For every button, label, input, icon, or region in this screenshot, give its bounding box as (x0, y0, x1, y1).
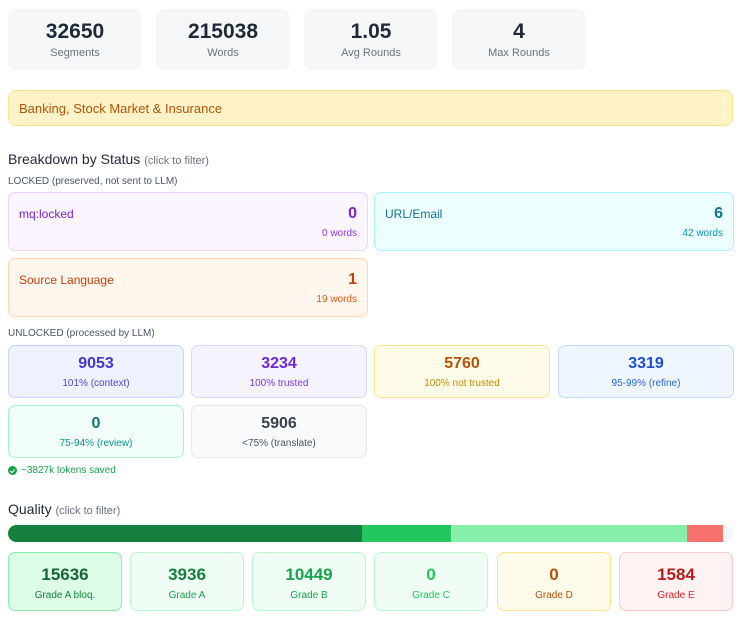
domain-banner: Banking, Stock Market & Insurance (8, 90, 733, 126)
quality-bar-segment[interactable] (361, 525, 451, 542)
breakdown-hint: (click to filter) (144, 155, 209, 167)
stat-value: 215038 (187, 20, 259, 43)
grade-card-label: Grade C (412, 590, 450, 601)
unlocked-card-label: 95-99% (refine) (611, 378, 681, 389)
grade-card-value: 3936 (168, 565, 206, 584)
locked-card-count: 1 (348, 271, 357, 288)
unlocked-card-label: <75% (translate) (242, 438, 316, 449)
grade-card-value: 0 (549, 565, 559, 584)
unlocked-card-value: 3234 (261, 355, 297, 372)
locked-card-name: URL/Email (385, 207, 443, 221)
quality-bar (8, 525, 733, 542)
check-circle-icon (8, 466, 17, 475)
grade-card-label: Grade D (535, 590, 573, 601)
unlocked-card-refine[interactable]: 3319 95-99% (refine) (558, 345, 734, 398)
unlocked-card-label: 100% not trusted (424, 378, 500, 389)
stat-value: 32650 (45, 20, 105, 43)
grade-card-label: Grade A (168, 590, 206, 601)
grade-card-grade-b[interactable]: 10449 Grade B (252, 552, 366, 611)
stat-avg-rounds: 1.05 Avg Rounds (304, 9, 438, 70)
grade-card-label: Grade A bloq. (34, 590, 96, 601)
grade-card-value: 1584 (657, 565, 695, 584)
stat-value: 4 (513, 20, 525, 43)
quality-hint: (click to filter) (55, 505, 121, 517)
unlocked-card-translate[interactable]: 5906 <75% (translate) (191, 405, 367, 458)
tokens-saved: ~3827k tokens saved (8, 465, 116, 476)
locked-group-label: LOCKED (preserved, not sent to LLM) (8, 176, 178, 187)
unlocked-group-label: UNLOCKED (processed by LLM) (8, 328, 155, 339)
stat-value: 1.05 (350, 20, 392, 43)
grade-card-label: Grade B (290, 590, 328, 601)
unlocked-card-label: 100% trusted (249, 378, 309, 389)
unlocked-card-label: 101% (context) (62, 378, 130, 389)
unlocked-card-not-trusted[interactable]: 5760 100% not trusted (374, 345, 550, 398)
stat-segments: 32650 Segments (8, 9, 142, 70)
grade-card-grade-e[interactable]: 1584 Grade E (619, 552, 733, 611)
quality-title: Quality (click to filter) (8, 501, 120, 517)
locked-card-url-email[interactable]: URL/Email 6 42 words (374, 192, 734, 251)
locked-card-mq-locked[interactable]: mq:locked 0 0 words (8, 192, 368, 251)
locked-card-words: 42 words (682, 228, 723, 239)
unlocked-card-review[interactable]: 0 75-94% (review) (8, 405, 184, 458)
unlocked-card-label: 75-94% (review) (59, 438, 133, 449)
unlocked-card-value: 5760 (444, 355, 480, 372)
grade-card-grade-a-bloq[interactable]: 15636 Grade A bloq. (8, 552, 122, 611)
unlocked-card-value: 3319 (628, 355, 664, 372)
grade-card-grade-d[interactable]: 0 Grade D (497, 552, 611, 611)
stat-max-rounds: 4 Max Rounds (452, 9, 586, 70)
unlocked-card-value: 0 (91, 415, 101, 432)
stat-label: Segments (50, 47, 100, 59)
locked-card-source-language[interactable]: Source Language 1 19 words (8, 258, 368, 317)
unlocked-card-trusted[interactable]: 3234 100% trusted (191, 345, 367, 398)
stat-label: Avg Rounds (341, 47, 401, 59)
stat-words: 215038 Words (156, 9, 290, 70)
stats-row: 32650 Segments 215038 Words 1.05 Avg Rou… (8, 9, 586, 70)
grade-card-value: 15636 (41, 565, 89, 584)
locked-card-words: 0 words (321, 228, 357, 239)
unlocked-card-context[interactable]: 9053 101% (context) (8, 345, 184, 398)
grade-card-value: 0 (426, 565, 436, 584)
unlocked-card-value: 5906 (261, 415, 297, 432)
grade-card-value: 10449 (285, 565, 333, 584)
locked-card-count: 6 (714, 205, 723, 222)
stat-label: Max Rounds (488, 47, 550, 59)
grade-card-grade-a[interactable]: 3936 Grade A (130, 552, 244, 611)
locked-card-name: mq:locked (19, 207, 74, 221)
locked-card-name: Source Language (19, 273, 114, 287)
tokens-saved-text: ~3827k tokens saved (21, 465, 116, 476)
quality-bar-segment[interactable] (450, 525, 687, 542)
unlocked-card-value: 9053 (78, 355, 114, 372)
stat-label: Words (207, 47, 239, 59)
locked-card-words: 19 words (316, 294, 357, 305)
quality-bar-segment[interactable] (687, 525, 723, 542)
grade-card-grade-c[interactable]: 0 Grade C (374, 552, 488, 611)
breakdown-title-text: Breakdown by Status (8, 151, 141, 167)
breakdown-title: Breakdown by Status (click to filter) (8, 151, 209, 167)
grade-card-label: Grade E (657, 590, 695, 601)
quality-bar-segment[interactable] (8, 525, 362, 542)
quality-title-text: Quality (8, 501, 52, 517)
locked-card-count: 0 (348, 205, 357, 222)
